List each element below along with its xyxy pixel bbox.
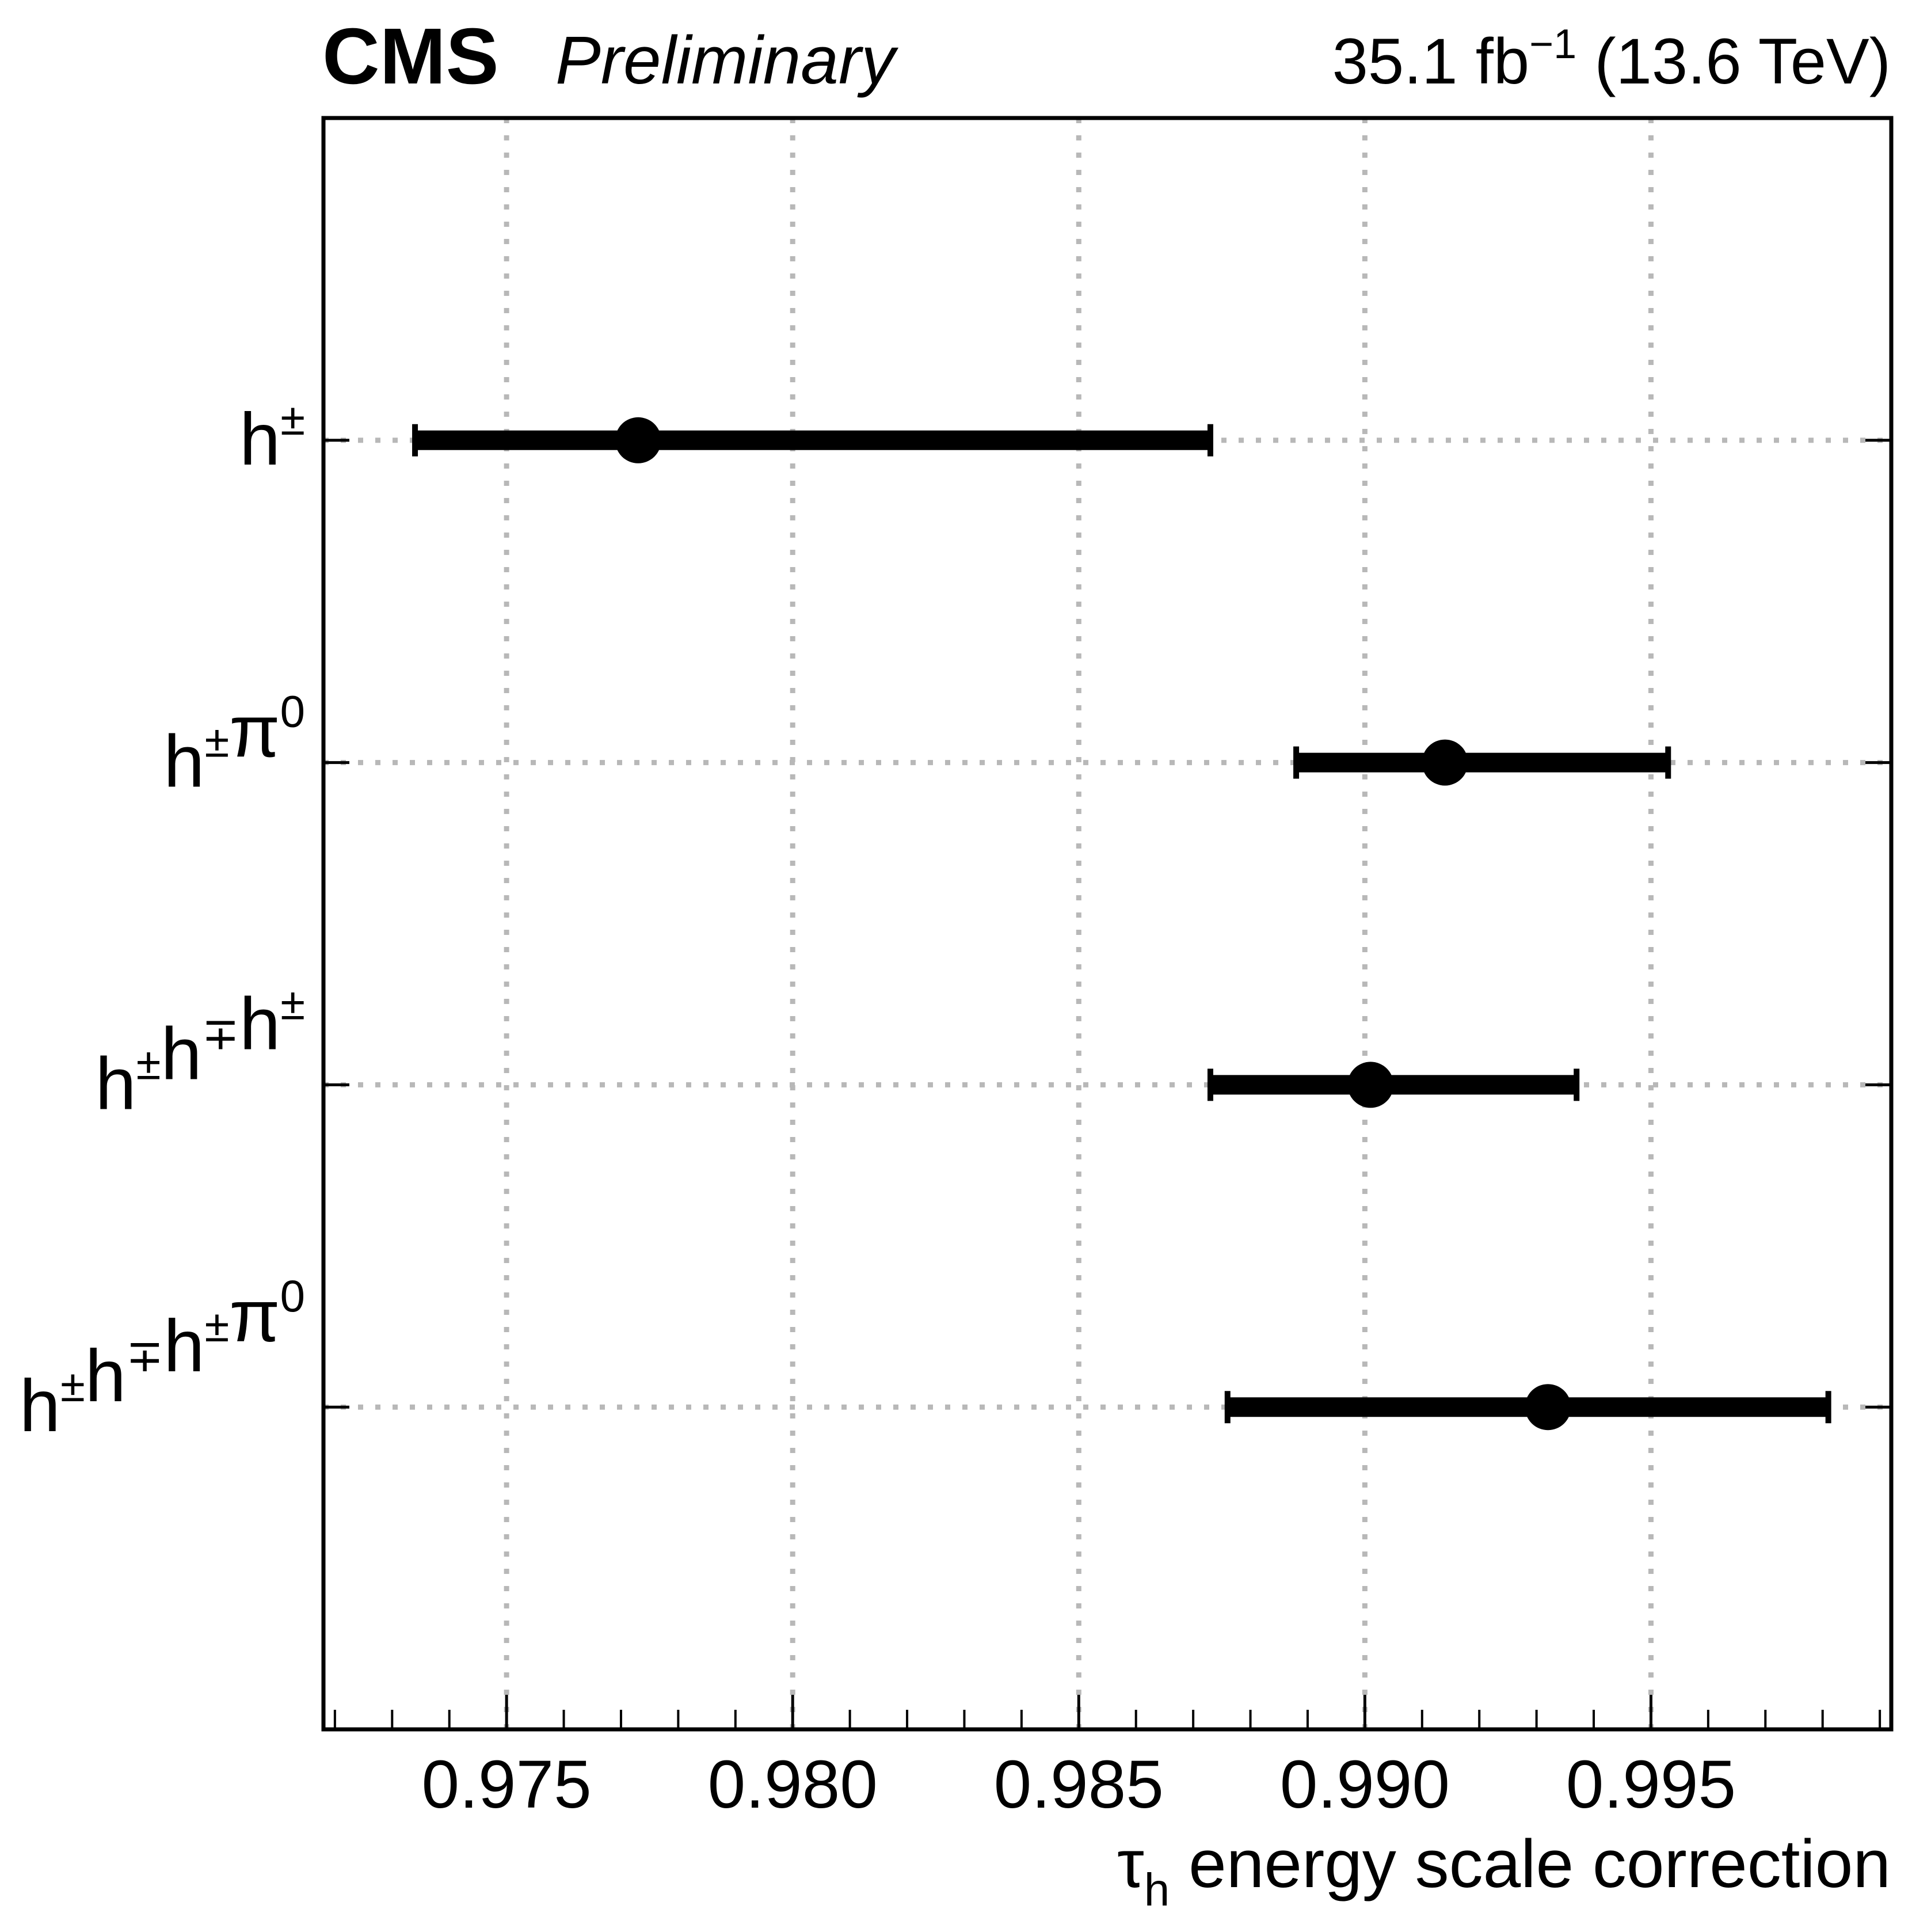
- energy-label: (13.6 TeV): [1594, 25, 1891, 97]
- y-category-label: h±π0: [163, 686, 305, 803]
- x-tick-label: 0.985: [994, 1747, 1164, 1823]
- data-point-marker: [1525, 1384, 1571, 1431]
- data-points: [412, 417, 1831, 1431]
- x-axis-label: τh energy scale correction: [1117, 1826, 1891, 1915]
- x-axis-subscript: h: [1144, 1864, 1170, 1915]
- luminosity-value: 35.1 fb: [1332, 25, 1530, 97]
- plot-frame: [321, 116, 1894, 1732]
- x-axis-text: energy scale correction: [1189, 1826, 1891, 1902]
- y-category-labels: h± h±π0 h±h∓h± h±h∓h±π0: [20, 394, 305, 1447]
- y-category-label: h±: [239, 394, 305, 481]
- data-point-marker: [1422, 739, 1468, 786]
- grid-lines: [323, 118, 1891, 1729]
- axis-ticks: [323, 439, 1891, 1729]
- y-category-label: h±h∓h±: [95, 978, 305, 1125]
- preliminary-label: Preliminary: [555, 22, 898, 98]
- data-point-marker: [1347, 1062, 1394, 1108]
- x-tick-labels: 0.975 0.980 0.985 0.990 0.995: [421, 1747, 1736, 1823]
- cms-label: CMS: [322, 12, 499, 101]
- x-axis-symbol: τ: [1117, 1826, 1144, 1902]
- x-tick-label: 0.990: [1280, 1747, 1450, 1823]
- luminosity-label: 35.1 fb−1 (13.6 TeV): [1332, 21, 1891, 97]
- x-tick-label: 0.980: [708, 1747, 878, 1823]
- y-category-label: h±h∓h±π0: [20, 1271, 305, 1447]
- x-tick-label: 0.975: [421, 1747, 591, 1823]
- data-point-marker: [615, 417, 661, 463]
- luminosity-exponent: −1: [1529, 21, 1576, 67]
- x-tick-label: 0.995: [1566, 1747, 1736, 1823]
